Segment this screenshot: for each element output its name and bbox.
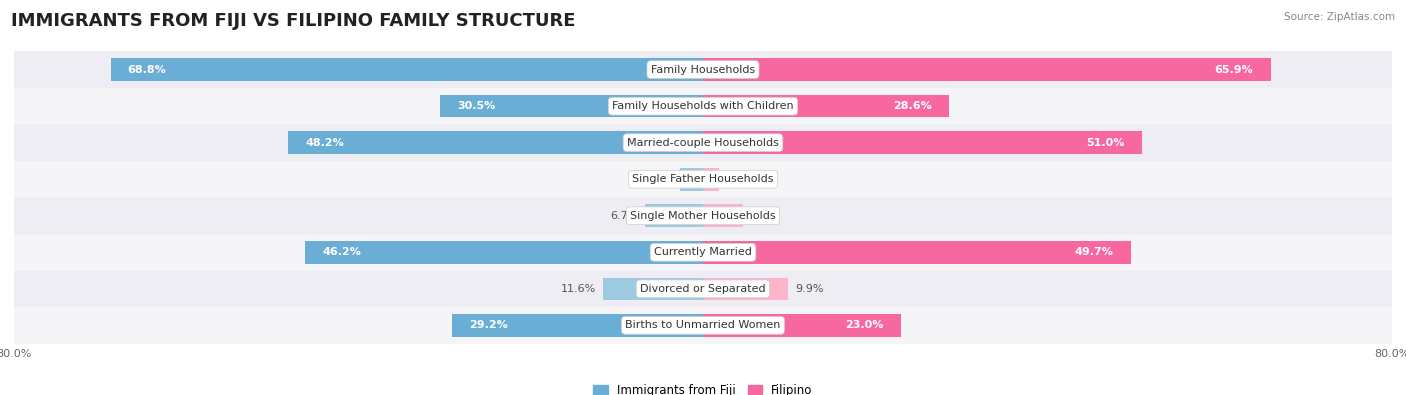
Bar [14,198,1392,234]
Bar [288,132,703,154]
Bar [645,205,703,227]
Text: Family Households with Children: Family Households with Children [612,101,794,111]
Bar [603,278,703,300]
Text: 9.9%: 9.9% [796,284,824,294]
Text: 1.8%: 1.8% [725,174,754,184]
Text: 28.6%: 28.6% [893,101,932,111]
Text: 6.7%: 6.7% [610,211,638,221]
Text: 51.0%: 51.0% [1087,138,1125,148]
Text: 30.5%: 30.5% [457,101,496,111]
Bar [14,234,1392,271]
Bar [703,205,744,227]
Bar [703,168,718,190]
Text: Single Mother Households: Single Mother Households [630,211,776,221]
Text: Family Households: Family Households [651,65,755,75]
Text: Married-couple Households: Married-couple Households [627,138,779,148]
Text: 23.0%: 23.0% [845,320,884,330]
Bar [703,132,1142,154]
Bar [679,168,703,190]
Legend: Immigrants from Fiji, Filipino: Immigrants from Fiji, Filipino [589,380,817,395]
Bar [14,51,1392,88]
Bar [305,241,703,263]
Text: 46.2%: 46.2% [322,247,361,257]
Text: Source: ZipAtlas.com: Source: ZipAtlas.com [1284,12,1395,22]
Text: 65.9%: 65.9% [1215,65,1253,75]
Bar [703,278,789,300]
Bar [703,241,1130,263]
Bar [440,95,703,117]
Text: Currently Married: Currently Married [654,247,752,257]
Text: Single Father Households: Single Father Households [633,174,773,184]
Bar [111,58,703,81]
Bar [703,314,901,337]
Text: 49.7%: 49.7% [1076,247,1114,257]
Text: 11.6%: 11.6% [561,284,596,294]
Bar [14,307,1392,344]
Bar [14,124,1392,161]
Text: 68.8%: 68.8% [128,65,166,75]
Bar [703,95,949,117]
Bar [451,314,703,337]
Text: Births to Unmarried Women: Births to Unmarried Women [626,320,780,330]
Text: 4.7%: 4.7% [751,211,779,221]
Text: IMMIGRANTS FROM FIJI VS FILIPINO FAMILY STRUCTURE: IMMIGRANTS FROM FIJI VS FILIPINO FAMILY … [11,12,575,30]
Bar [14,88,1392,124]
Text: 48.2%: 48.2% [305,138,344,148]
Text: 29.2%: 29.2% [468,320,508,330]
Text: Divorced or Separated: Divorced or Separated [640,284,766,294]
Bar [14,161,1392,198]
Bar [14,271,1392,307]
Text: 2.7%: 2.7% [644,174,673,184]
Bar [703,58,1271,81]
